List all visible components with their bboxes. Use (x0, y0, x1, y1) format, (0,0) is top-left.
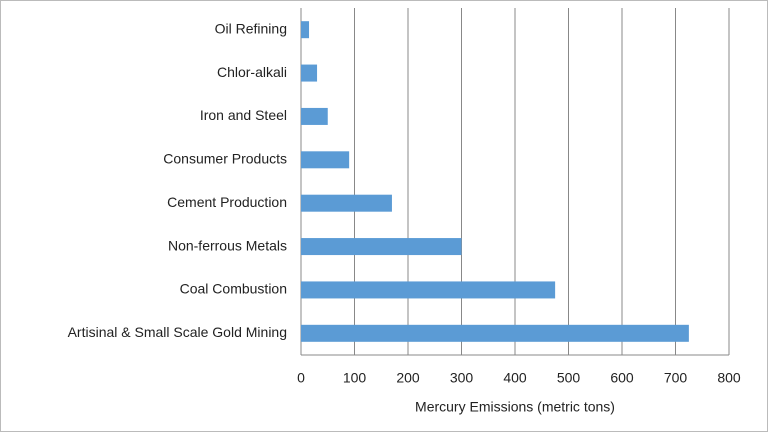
y-tick-label: Iron and Steel (200, 107, 287, 123)
y-tick-label: Artisinal & Small Scale Gold Mining (68, 324, 287, 340)
x-axis-label: Mercury Emissions (metric tons) (415, 399, 615, 415)
y-tick-label: Oil Refining (215, 20, 287, 36)
bar (301, 151, 350, 169)
bar (301, 64, 318, 82)
x-tick-label: 500 (557, 370, 581, 386)
x-tick-label: 300 (450, 370, 474, 386)
x-tick-label: 100 (343, 370, 367, 386)
x-tick-label: 200 (396, 370, 420, 386)
y-tick-label: Cement Production (167, 194, 287, 210)
bar (301, 324, 689, 342)
y-tick-label: Consumer Products (163, 151, 287, 167)
x-tick-label: 0 (297, 370, 305, 386)
bar (301, 281, 556, 299)
y-tick-label: Chlor-alkali (217, 64, 287, 80)
bar (301, 238, 462, 256)
x-tick-label: 600 (610, 370, 634, 386)
x-tick-label: 400 (503, 370, 527, 386)
x-tick-label: 800 (717, 370, 741, 386)
bar (301, 194, 392, 212)
bar (301, 21, 310, 39)
y-tick-label: Non-ferrous Metals (168, 237, 287, 253)
x-tick-label: 700 (664, 370, 688, 386)
y-tick-label: Coal Combustion (180, 281, 287, 297)
bar (301, 107, 328, 125)
